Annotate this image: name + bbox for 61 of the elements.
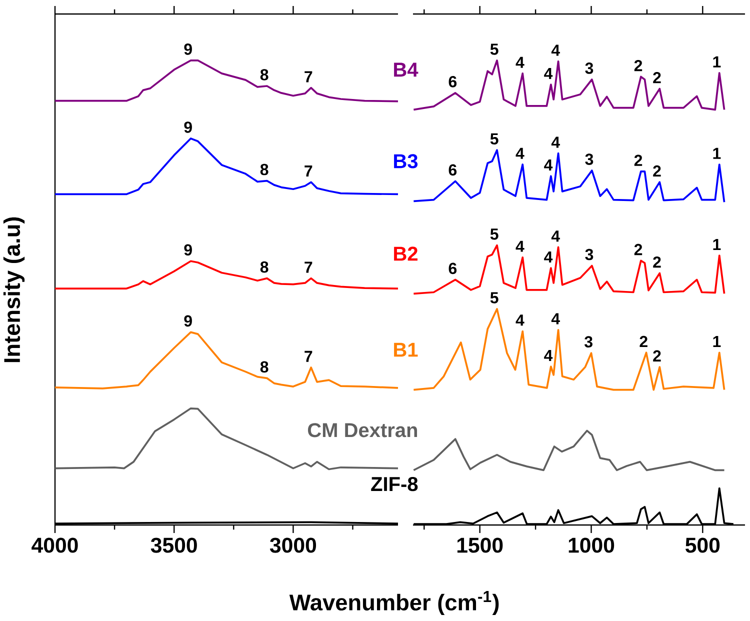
- annotation: 6: [448, 76, 457, 88]
- annotation: 9: [184, 44, 192, 55]
- annotation: 8: [260, 164, 268, 176]
- annotation: 2: [640, 336, 648, 348]
- annotation: 4: [544, 251, 553, 262]
- annotation: 4: [551, 136, 560, 148]
- annotation: 9: [184, 122, 192, 133]
- annotation: 3: [585, 62, 594, 74]
- annotation: 4: [544, 68, 553, 80]
- series-label: B4: [394, 62, 418, 77]
- x-tick-label: 4000: [32, 538, 78, 553]
- series-label: CM Dextran: [308, 423, 418, 438]
- y-axis-title: Intensity (a.u): [3, 217, 25, 362]
- annotation: 6: [448, 262, 457, 274]
- annotation: 1: [713, 238, 721, 250]
- annotation: 9: [184, 315, 192, 327]
- annotation: 2: [653, 256, 661, 268]
- annotation: 5: [490, 228, 498, 240]
- annotation: 4: [516, 314, 524, 326]
- annotation: 2: [653, 350, 661, 362]
- annotation: 3: [585, 154, 594, 165]
- annotation: 8: [260, 361, 268, 373]
- annotation: 4: [516, 56, 524, 68]
- annotation: 5: [490, 44, 498, 55]
- series-label: B3: [394, 154, 418, 168]
- x-tick-label: 1000: [568, 538, 614, 553]
- annotation: 4: [544, 350, 553, 361]
- annotation: 4: [544, 160, 553, 171]
- x-tick-label: 1500: [457, 538, 503, 553]
- annotation: 4: [551, 313, 560, 324]
- annotation: 7: [304, 350, 312, 362]
- annotation: 5: [490, 133, 498, 144]
- annotation: 1: [713, 148, 721, 159]
- annotation: 7: [304, 71, 312, 82]
- annotation: 8: [260, 69, 268, 80]
- annotation: 2: [634, 60, 642, 72]
- annotation: 2: [653, 165, 661, 177]
- annotation: 3: [584, 336, 592, 348]
- annotation: 4: [516, 148, 524, 159]
- annotation: 2: [634, 244, 642, 256]
- annotation: 1: [713, 336, 721, 348]
- x-axis-title: Wavenumber (cm$^{-1}$): [289, 591, 499, 616]
- annotation: 7: [304, 166, 312, 177]
- annotation: 3: [585, 248, 594, 260]
- annotation: 7: [304, 262, 312, 273]
- annotation: 1: [713, 56, 721, 68]
- annotation: 4: [551, 230, 560, 242]
- x-tick-label: 3000: [270, 538, 316, 553]
- annotation: 6: [448, 164, 457, 176]
- series-label: B1: [394, 342, 418, 357]
- annotation: 5: [490, 292, 498, 304]
- annotation: 9: [184, 244, 192, 256]
- annotation: 8: [260, 261, 268, 273]
- annotation: 2: [653, 72, 661, 84]
- series-label: ZIF-8: [371, 476, 418, 492]
- annotation: 2: [634, 154, 642, 166]
- annotation: 4: [551, 44, 560, 56]
- x-tick-label: 3500: [150, 538, 197, 553]
- x-tick-label: 500: [686, 538, 720, 553]
- series-label: B2: [394, 246, 418, 261]
- annotation: 4: [516, 240, 524, 252]
